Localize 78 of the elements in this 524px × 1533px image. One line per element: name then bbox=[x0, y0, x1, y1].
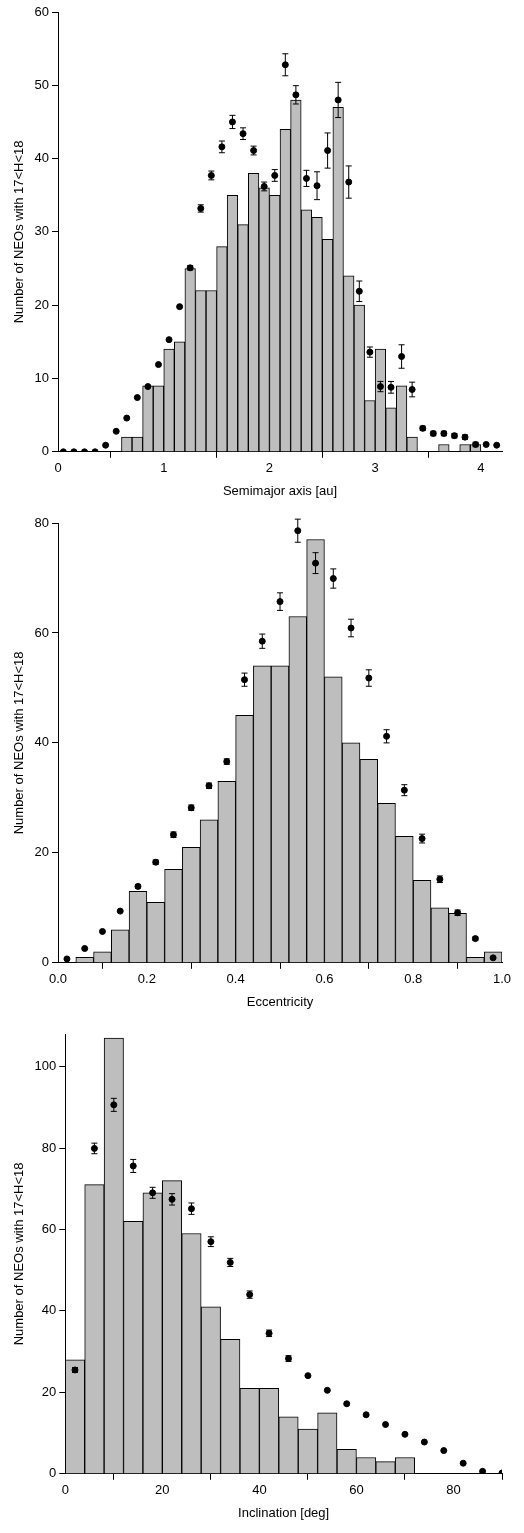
point bbox=[334, 96, 342, 104]
point bbox=[343, 1400, 351, 1408]
y-tick-label: 0 bbox=[41, 443, 50, 459]
point bbox=[382, 1421, 390, 1429]
x-tick-label: 1.0 bbox=[492, 971, 512, 987]
y-axis-title: Number of NEOs with 17<H<18 bbox=[11, 1162, 27, 1346]
x-axis-title: Semimajor axis [au] bbox=[222, 482, 338, 498]
x-tick-label: 0.8 bbox=[404, 971, 423, 987]
y-tick-label: 0 bbox=[49, 1465, 57, 1481]
point bbox=[98, 927, 106, 935]
y-tick-label: 80 bbox=[41, 1139, 57, 1155]
x-tick-label: 1 bbox=[160, 460, 168, 476]
x-tick-label: 20 bbox=[155, 1482, 170, 1498]
point bbox=[304, 1372, 312, 1380]
y-tick-label: 80 bbox=[34, 514, 50, 530]
x-tick-label: 0.6 bbox=[315, 971, 334, 987]
point bbox=[482, 440, 490, 448]
point bbox=[459, 1459, 467, 1467]
point bbox=[479, 1467, 487, 1474]
y-tick-label: 20 bbox=[34, 844, 50, 860]
x-tick-label: 2 bbox=[265, 460, 274, 476]
x-tick-label: 4 bbox=[477, 460, 485, 476]
point bbox=[383, 732, 391, 740]
point bbox=[401, 1430, 409, 1438]
x-tick-label: 0 bbox=[61, 1482, 69, 1498]
x-tick-label: 60 bbox=[349, 1482, 364, 1498]
x-tick-label: 40 bbox=[252, 1482, 267, 1498]
point bbox=[165, 336, 173, 344]
point bbox=[294, 527, 302, 535]
y-tick-label: 100 bbox=[34, 1058, 57, 1074]
point bbox=[281, 61, 289, 69]
point bbox=[102, 441, 110, 449]
point bbox=[63, 955, 71, 963]
point bbox=[302, 174, 310, 182]
y-tick-label: 50 bbox=[34, 76, 50, 92]
y-tick-label: 40 bbox=[41, 1302, 57, 1318]
y-tick-label: 10 bbox=[34, 370, 50, 386]
x-tick-label: 0.0 bbox=[49, 971, 68, 987]
point bbox=[355, 287, 363, 295]
point bbox=[133, 394, 141, 402]
y-tick-label: 60 bbox=[41, 1221, 57, 1237]
x-tick-label: 0.4 bbox=[226, 971, 245, 987]
point bbox=[129, 1162, 137, 1170]
point bbox=[365, 674, 373, 682]
point bbox=[110, 1101, 118, 1109]
point bbox=[493, 441, 501, 449]
y-tick-label: 60 bbox=[34, 3, 50, 19]
point bbox=[420, 1438, 428, 1446]
point bbox=[176, 303, 184, 311]
x-tick-label: 0.2 bbox=[137, 971, 156, 987]
y-tick-label: 20 bbox=[34, 296, 50, 312]
x-tick-label: 3 bbox=[371, 460, 379, 476]
x-axis-title: Eccentricity bbox=[246, 993, 314, 1009]
y-tick-label: 0 bbox=[41, 954, 50, 970]
point bbox=[324, 147, 332, 155]
y-axis-title: Number of NEOs with 17<H<18 bbox=[11, 651, 27, 835]
point bbox=[81, 945, 89, 953]
y-tick-label: 40 bbox=[34, 734, 50, 750]
x-axis-title: Inclination [deg] bbox=[238, 1504, 330, 1520]
y-tick-label: 20 bbox=[41, 1383, 57, 1399]
y-tick-label: 40 bbox=[34, 150, 50, 166]
point bbox=[112, 427, 120, 435]
point bbox=[345, 178, 353, 186]
y-axis-title: Number of NEOs with 17<H<18 bbox=[11, 140, 27, 324]
point bbox=[323, 1386, 331, 1394]
point bbox=[440, 1447, 448, 1455]
point bbox=[116, 907, 124, 915]
point bbox=[154, 361, 162, 369]
point bbox=[329, 575, 337, 583]
y-tick-label: 30 bbox=[34, 223, 50, 239]
point bbox=[123, 414, 131, 422]
y-tick-label: 60 bbox=[34, 624, 50, 640]
point bbox=[398, 353, 406, 361]
x-tick-label: 80 bbox=[446, 1482, 461, 1498]
point bbox=[144, 383, 152, 391]
point bbox=[362, 1411, 370, 1419]
point bbox=[258, 637, 266, 645]
point bbox=[241, 676, 249, 684]
